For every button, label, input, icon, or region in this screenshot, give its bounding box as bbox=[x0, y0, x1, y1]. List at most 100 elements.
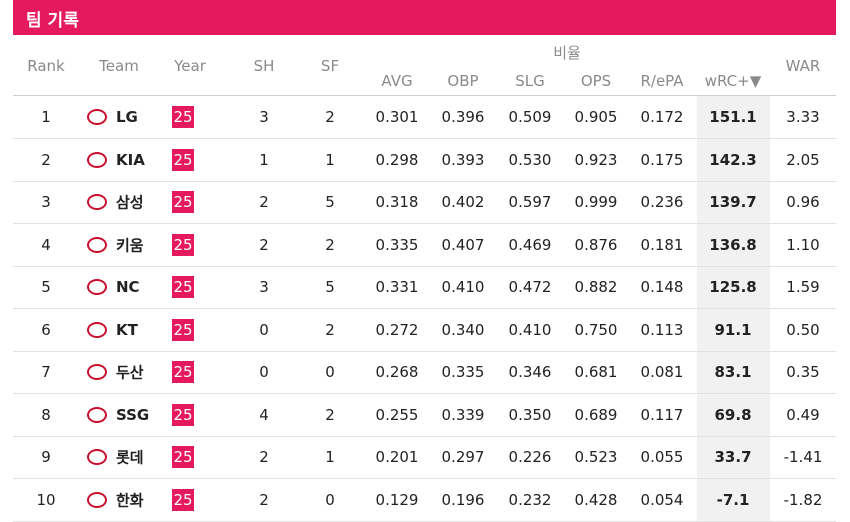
cell: 0.301 bbox=[375, 108, 419, 126]
cell: 0 bbox=[259, 363, 269, 381]
cell: 2 bbox=[325, 405, 335, 424]
title: 팀 기록 bbox=[26, 11, 79, 31]
year-badge: 25 bbox=[172, 276, 194, 298]
cell: 0.999 bbox=[574, 193, 618, 211]
cell: 0.597 bbox=[508, 193, 552, 211]
cell: 1.59 bbox=[786, 278, 820, 296]
cell: 0.335 bbox=[375, 235, 419, 254]
column-header[interactable]: AVG bbox=[381, 72, 413, 90]
cell: 6 bbox=[41, 320, 51, 339]
cell: 1 bbox=[325, 150, 335, 169]
column-header[interactable]: WAR bbox=[785, 57, 821, 75]
cell: 0.175 bbox=[640, 150, 684, 169]
cell: 2 bbox=[325, 320, 335, 339]
cell: 0 bbox=[259, 320, 269, 339]
group-label: 비율 bbox=[553, 44, 581, 62]
row-separator bbox=[13, 436, 836, 437]
team-logo bbox=[87, 279, 107, 295]
cell: 0.196 bbox=[441, 490, 485, 509]
cell: 0.172 bbox=[640, 108, 684, 126]
cell: 0.346 bbox=[508, 363, 552, 381]
cell: 0.689 bbox=[574, 405, 618, 424]
column-header[interactable]: OPS bbox=[580, 72, 612, 90]
cell: 2 bbox=[259, 448, 269, 466]
cell: 3 bbox=[259, 278, 269, 296]
cell: 0.318 bbox=[375, 193, 419, 211]
column-header[interactable]: SH bbox=[253, 57, 275, 75]
cell: 2 bbox=[259, 490, 269, 509]
year-badge: 25 bbox=[172, 446, 194, 468]
cell: 83.1 bbox=[714, 363, 752, 381]
cell: 1 bbox=[41, 108, 51, 126]
column-header[interactable]: Year bbox=[174, 57, 206, 75]
column-header[interactable]: OBP bbox=[447, 72, 479, 90]
row-separator bbox=[13, 223, 836, 224]
cell: 2 bbox=[41, 150, 51, 169]
cell: 0.298 bbox=[375, 150, 419, 169]
cell: 125.8 bbox=[709, 278, 757, 296]
cell: 2.05 bbox=[786, 150, 820, 169]
cell: 0.410 bbox=[508, 320, 552, 339]
cell: 0.226 bbox=[508, 448, 552, 466]
team-logo bbox=[87, 491, 107, 508]
cell: 0.181 bbox=[640, 235, 684, 254]
cell: 0.509 bbox=[508, 108, 552, 126]
cell: 0.49 bbox=[786, 405, 820, 424]
cell: 2 bbox=[325, 108, 335, 126]
cell: 0.236 bbox=[640, 193, 684, 211]
cell: 0.750 bbox=[574, 320, 618, 339]
cell: 151.1 bbox=[709, 108, 757, 126]
team-logo bbox=[87, 194, 107, 210]
cell: 33.7 bbox=[714, 448, 752, 466]
year-badge: 25 bbox=[172, 106, 194, 128]
cell: 2 bbox=[259, 193, 269, 211]
team-name: KIA bbox=[116, 150, 145, 169]
cell: 4 bbox=[41, 235, 51, 254]
column-header[interactable]: Rank bbox=[27, 57, 65, 75]
row-separator bbox=[13, 393, 836, 394]
column-header[interactable]: R/ePA bbox=[640, 72, 684, 90]
team-logo bbox=[87, 321, 107, 338]
cell: 0.148 bbox=[640, 278, 684, 296]
cell: 142.3 bbox=[709, 150, 757, 169]
cell: 0.469 bbox=[508, 235, 552, 254]
cell: 0.396 bbox=[441, 108, 485, 126]
cell: 0.331 bbox=[375, 278, 419, 296]
team-logo bbox=[87, 449, 107, 465]
team-logo bbox=[87, 406, 107, 423]
cell: 0.129 bbox=[375, 490, 419, 509]
cell: 0.410 bbox=[441, 278, 485, 296]
header-separator bbox=[13, 95, 836, 96]
team-logo bbox=[87, 236, 107, 253]
cell: 0.876 bbox=[574, 235, 618, 254]
cell: 3.33 bbox=[786, 108, 820, 126]
cell: 0.393 bbox=[441, 150, 485, 169]
cell: 69.8 bbox=[714, 405, 752, 424]
cell: 0.350 bbox=[508, 405, 552, 424]
cell: 2 bbox=[259, 235, 269, 254]
row-separator bbox=[13, 266, 836, 267]
column-header[interactable]: SF bbox=[320, 57, 340, 75]
column-header[interactable]: Team bbox=[99, 57, 139, 75]
cell: 136.8 bbox=[709, 235, 757, 254]
cell: -1.41 bbox=[783, 448, 823, 466]
cell: 0.402 bbox=[441, 193, 485, 211]
cell: 0.055 bbox=[640, 448, 684, 466]
cell: 0.339 bbox=[441, 405, 485, 424]
cell: 0.523 bbox=[574, 448, 618, 466]
column-header[interactable]: SLG bbox=[515, 72, 545, 90]
column-header[interactable]: wRC+▼ bbox=[704, 72, 762, 90]
cell: 0.50 bbox=[786, 320, 820, 339]
cell: 0.35 bbox=[786, 363, 820, 381]
cell: 91.1 bbox=[714, 320, 752, 339]
cell: 0.335 bbox=[441, 363, 485, 381]
team-name: 롯데 bbox=[116, 448, 144, 467]
cell: 1 bbox=[259, 150, 269, 169]
cell: 1.10 bbox=[786, 235, 820, 254]
cell: -7.1 bbox=[716, 490, 750, 509]
team-name: LG bbox=[116, 108, 138, 126]
cell: 0.407 bbox=[441, 235, 485, 254]
cell: 0.882 bbox=[574, 278, 618, 296]
cell: 0.268 bbox=[375, 363, 419, 381]
